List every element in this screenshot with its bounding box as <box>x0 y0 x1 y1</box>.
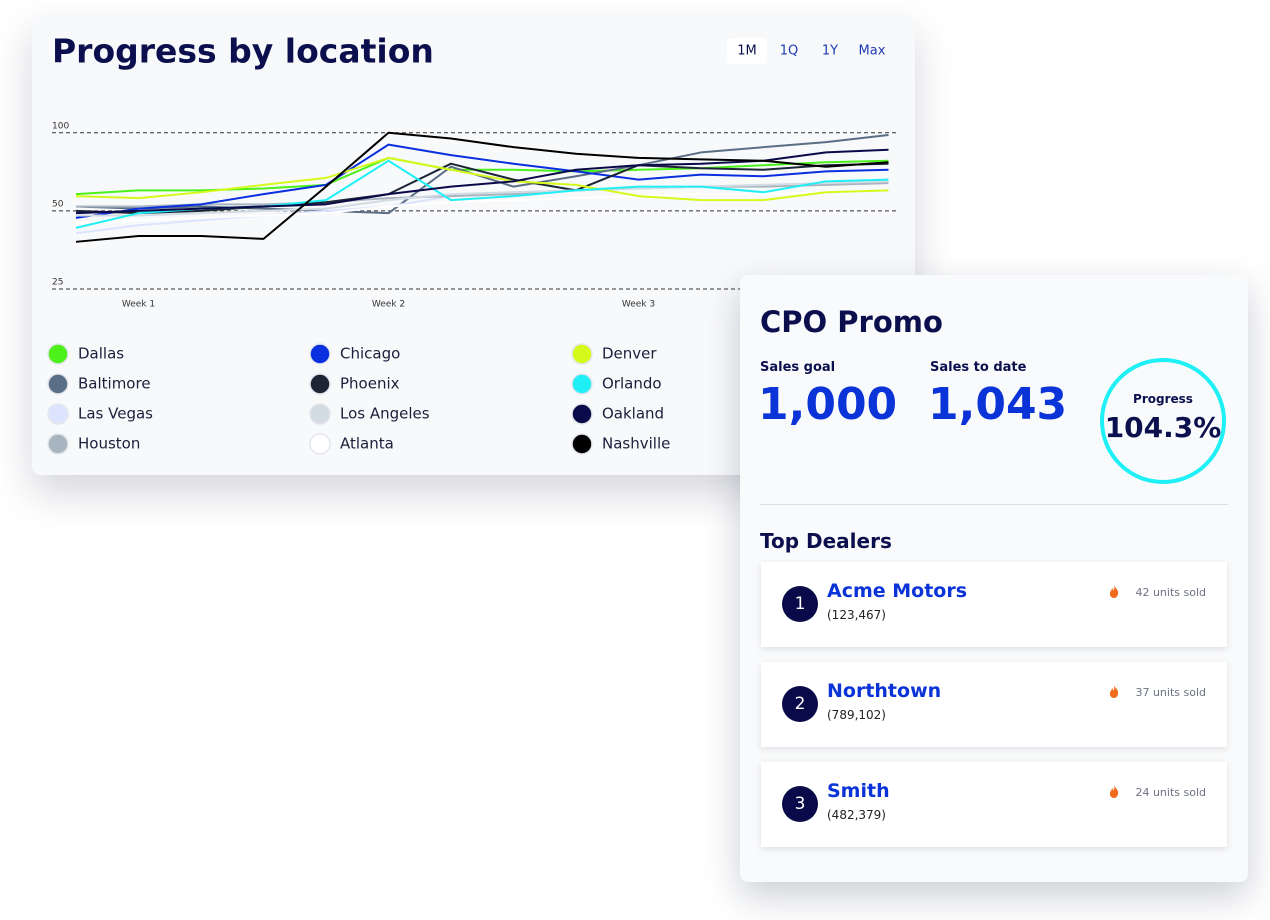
flame-icon <box>1109 785 1119 798</box>
dealer-units: 24 units sold <box>1135 786 1206 799</box>
legend-label: Los Angeles <box>340 405 430 423</box>
legend-label: Houston <box>78 435 140 453</box>
dealer-units: 42 units sold <box>1135 586 1206 599</box>
dealer-name: Acme Motors <box>827 580 968 602</box>
chart-title: Progress by location <box>52 32 434 71</box>
series-line <box>75 134 889 215</box>
y-tick-label: 25 <box>52 278 63 288</box>
flame-icon <box>1109 585 1119 598</box>
series-line <box>75 162 889 215</box>
legend-swatch <box>309 433 331 455</box>
legend-swatch <box>571 373 593 395</box>
dealer-units: 37 units sold <box>1135 686 1206 699</box>
series-line <box>76 180 889 217</box>
stat-label: Sales to date <box>930 360 1027 375</box>
dealer-code: (123,467) <box>827 608 886 622</box>
legend-label: Las Vegas <box>78 405 153 423</box>
x-tick-label: Week 2 <box>372 300 405 310</box>
dealer-card: 1 Acme Motors (123,467) 42 units sold <box>761 562 1227 647</box>
legend-swatch <box>571 343 593 365</box>
dealer-code: (482,379) <box>827 808 886 822</box>
series-line <box>75 156 889 202</box>
legend-swatch <box>47 373 69 395</box>
dealer-rank: 2 <box>782 686 818 722</box>
divider <box>760 504 1228 505</box>
y-tick-label: 100 <box>52 121 69 131</box>
legend-swatch <box>309 373 331 395</box>
legend-label: Oakland <box>602 405 664 423</box>
legend-swatch <box>47 343 69 365</box>
dealer-card: 3 Smith (482,379) 24 units sold <box>761 762 1227 847</box>
x-tick-label: Week 1 <box>122 300 155 310</box>
range-button[interactable]: 1M <box>737 44 757 59</box>
legend-label: Orlando <box>602 375 662 393</box>
flame-icon <box>1109 685 1119 698</box>
dealer-card: 2 Northtown (789,102) 37 units sold <box>761 662 1227 747</box>
legend-swatch <box>571 433 593 455</box>
series-line <box>75 143 889 219</box>
series-line <box>75 189 889 224</box>
legend-label: Baltimore <box>78 375 151 393</box>
stat-label: Sales goal <box>760 360 836 375</box>
legend-swatch <box>309 403 331 425</box>
series-line <box>76 182 889 208</box>
range-button-bg <box>727 38 767 64</box>
range-button[interactable]: Max <box>859 44 886 59</box>
y-tick-label: 50 <box>52 199 64 209</box>
legend-label: Atlanta <box>340 435 394 453</box>
legend-label: Nashville <box>602 435 670 453</box>
stat-value: 1,043 <box>928 379 1068 430</box>
dealer-rank: 3 <box>782 786 818 822</box>
dealer-name: Smith <box>827 780 890 802</box>
legend-label: Phoenix <box>340 375 400 393</box>
chart-card: Progress by location 1M 1Q 1Y Max 25 50 100 Wee… <box>32 15 915 475</box>
legend-label: Denver <box>602 345 657 363</box>
flame <box>1109 785 1119 798</box>
promo-card: CPO Promo Sales goal 1,000 Sales to date… <box>740 275 1248 882</box>
dealer-name: Northtown <box>827 680 942 702</box>
flame <box>1109 685 1119 698</box>
promo-title: CPO Promo <box>760 305 943 339</box>
range-button[interactable]: 1Y <box>822 44 838 59</box>
legend-label: Chicago <box>340 345 400 363</box>
legend-swatch <box>309 343 331 365</box>
legend-swatch <box>47 403 69 425</box>
legend-swatch <box>47 433 69 455</box>
legend-label: Dallas <box>78 345 124 363</box>
progress-ring: Progress 104.3% <box>1100 358 1226 484</box>
dealer-rank: 1 <box>782 586 818 622</box>
chart: Progress by location 1M 1Q 1Y Max 25 50 100 Wee… <box>47 32 898 455</box>
flame <box>1109 585 1119 598</box>
progress-value: 104.3% <box>1104 411 1222 444</box>
dealer-code: (789,102) <box>827 708 886 722</box>
range-button[interactable]: 1Q <box>780 44 799 59</box>
x-tick-label: Week 3 <box>622 300 655 310</box>
dealers-title: Top Dealers <box>760 529 892 553</box>
series-line <box>75 131 889 243</box>
progress-label: Progress <box>1133 392 1193 406</box>
legend-swatch <box>571 403 593 425</box>
stat-value: 1,000 <box>758 379 898 430</box>
